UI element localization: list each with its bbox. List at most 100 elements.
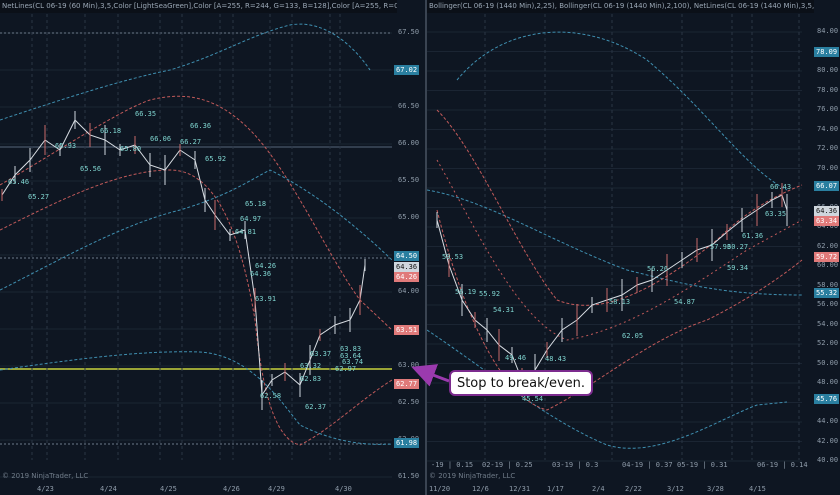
price-axis-label: 66.00 — [398, 139, 420, 147]
chart-value-label: 61.36 — [742, 232, 764, 240]
price-badge: 64.50 — [394, 251, 420, 261]
chart-value-label: 63.35 — [765, 210, 787, 218]
bollinger-100-upper — [456, 31, 788, 191]
chart-value-label: 65.93 — [55, 142, 77, 150]
left-indicator-legend: NetLines(CL 06-19 (60 Min),3,5,Color [Li… — [0, 0, 397, 13]
price-axis-label: 40.00 — [817, 456, 839, 464]
chart-value-label: 63.37 — [310, 350, 332, 358]
chart-value-label: 66.36 — [190, 122, 212, 130]
date-axis-label: 11/20 — [429, 485, 451, 493]
chart-value-label: 60.27 — [727, 243, 749, 251]
date-axis-label: 1/17 — [547, 485, 564, 493]
chart-value-label: 45.54 — [522, 395, 544, 403]
price-badge: 63.51 — [394, 325, 420, 335]
price-badge: 67.02 — [394, 65, 420, 75]
panel-divider[interactable] — [425, 0, 427, 495]
date-axis-label: 4/15 — [749, 485, 766, 493]
left-chart-panel[interactable]: NetLines(CL 06-19 (60 Min),3,5,Color [Li… — [0, 0, 425, 495]
price-axis-label: 80.00 — [817, 66, 839, 74]
chart-value-label: 56.19 — [455, 288, 477, 296]
chart-value-label: 62.37 — [305, 403, 327, 411]
chart-value-label: 65.18 — [245, 200, 267, 208]
price-axis-label: 62.00 — [817, 241, 839, 250]
chart-value-label: 58.13 — [609, 298, 631, 306]
price-axis-label: 76.00 — [817, 105, 839, 113]
price-badge: 45.76 — [814, 394, 840, 404]
price-axis-label: 74.00 — [817, 124, 839, 133]
date-axis-label: 4/29 — [268, 485, 285, 493]
price-badge: 64.36 — [814, 206, 840, 216]
price-axis-label: 61.50 — [398, 472, 420, 480]
date-axis-label: 4/30 — [335, 485, 352, 493]
date-axis-label: 3/12 — [667, 485, 684, 493]
price-axis-label: 67.50 — [398, 28, 420, 36]
price-axis-label: 42.00 — [817, 436, 839, 445]
date-axis-label: 4/25 — [160, 485, 177, 493]
right-indicator-legend: Bollinger(CL 06-19 (1440 Min),2,25), Bol… — [427, 0, 814, 13]
price-axis-label: 58.00 — [817, 280, 839, 289]
chart-value-label: 65.46 — [8, 178, 30, 186]
date-axis-label: 2/4 — [592, 485, 605, 493]
date-axis-label: 4/24 — [100, 485, 117, 493]
chart-value-label: 65.56 — [80, 165, 102, 173]
contract-roll-label: 06-19 | 0.14 — [757, 461, 808, 469]
chart-value-label: 54.87 — [674, 298, 696, 306]
price-axis-label: 60.00 — [817, 261, 839, 269]
price-axis-label: 72.00 — [817, 144, 839, 152]
date-axis-label: 4/23 — [37, 485, 54, 493]
price-axis-label: 52.00 — [817, 339, 839, 347]
left-price-chart[interactable] — [0, 0, 425, 495]
price-axis-label: 63.00 — [398, 361, 420, 369]
outer-upper-band — [0, 23, 371, 121]
date-axis-label: 2/22 — [625, 485, 642, 493]
price-badge: 64.26 — [394, 272, 420, 282]
chart-value-label: 56.26 — [647, 265, 669, 273]
chart-value-label: 63.32 — [300, 362, 322, 370]
price-axis-label: 48.00 — [817, 378, 839, 386]
right-chart-panel[interactable]: Bollinger(CL 06-19 (1440 Min),2,25), Bol… — [427, 0, 840, 495]
lower-band — [0, 169, 393, 446]
date-axis-label: 12/6 — [472, 485, 489, 493]
chart-value-label: 63.64 — [340, 352, 362, 360]
right-price-chart[interactable] — [427, 0, 840, 495]
chart-value-label: 55.92 — [479, 290, 501, 298]
price-axis-label: 64.00 — [398, 287, 420, 295]
bollinger-25-upper — [436, 109, 803, 306]
chart-value-label: 63.91 — [255, 295, 277, 303]
price-badge: 64.36 — [394, 262, 420, 272]
bollinger-25-mid — [436, 159, 803, 341]
price-axis-label: 64.00 — [817, 222, 839, 230]
price-axis-label: 66.50 — [398, 102, 420, 110]
chart-value-label: 62.58 — [260, 392, 282, 400]
chart-value-label: 63.83 — [340, 345, 362, 353]
price-axis-label: 65.00 — [398, 213, 420, 221]
chart-value-label: 64.81 — [235, 228, 257, 236]
date-axis-label: 12/31 — [509, 485, 531, 493]
chart-value-label: 64.26 — [255, 262, 277, 270]
chart-value-label: 64.97 — [240, 215, 262, 223]
chart-value-label: 65.92 — [205, 155, 227, 163]
price-axis-label: 65.50 — [398, 176, 420, 184]
price-axis-label: 56.00 — [817, 300, 839, 308]
bollinger-25-lower — [436, 209, 803, 411]
chart-value-label: 59.34 — [727, 264, 749, 272]
contract-roll-label: 04-19 | 0.37 — [622, 461, 673, 469]
price-axis-label: 54.00 — [817, 319, 839, 328]
price-axis-label: 84.00 — [817, 27, 839, 35]
price-badge: 61.98 — [394, 438, 420, 448]
price-axis-label: 44.00 — [817, 417, 839, 425]
contract-roll-label: 05-19 | 0.31 — [677, 461, 728, 469]
contract-roll-label: 03-19 | 0.3 — [552, 461, 599, 469]
chart-value-label: 63.74 — [342, 358, 364, 366]
annotation-callout: Stop to break/even. — [449, 370, 593, 396]
price-badge: 59.72 — [814, 252, 840, 262]
chart-value-label: 66.27 — [180, 138, 202, 146]
price-badge: 55.32 — [814, 288, 840, 298]
right-watermark: © 2019 NinjaTrader, LLC — [429, 472, 516, 480]
price-badge: 62.77 — [394, 379, 420, 389]
chart-value-label: 66.18 — [100, 127, 122, 135]
outer-lower-band — [0, 351, 393, 445]
chart-value-label: 62.83 — [300, 375, 322, 383]
contract-roll-label: -19 | 0.15 — [431, 461, 474, 469]
chart-value-label: 65.80 — [120, 145, 142, 153]
